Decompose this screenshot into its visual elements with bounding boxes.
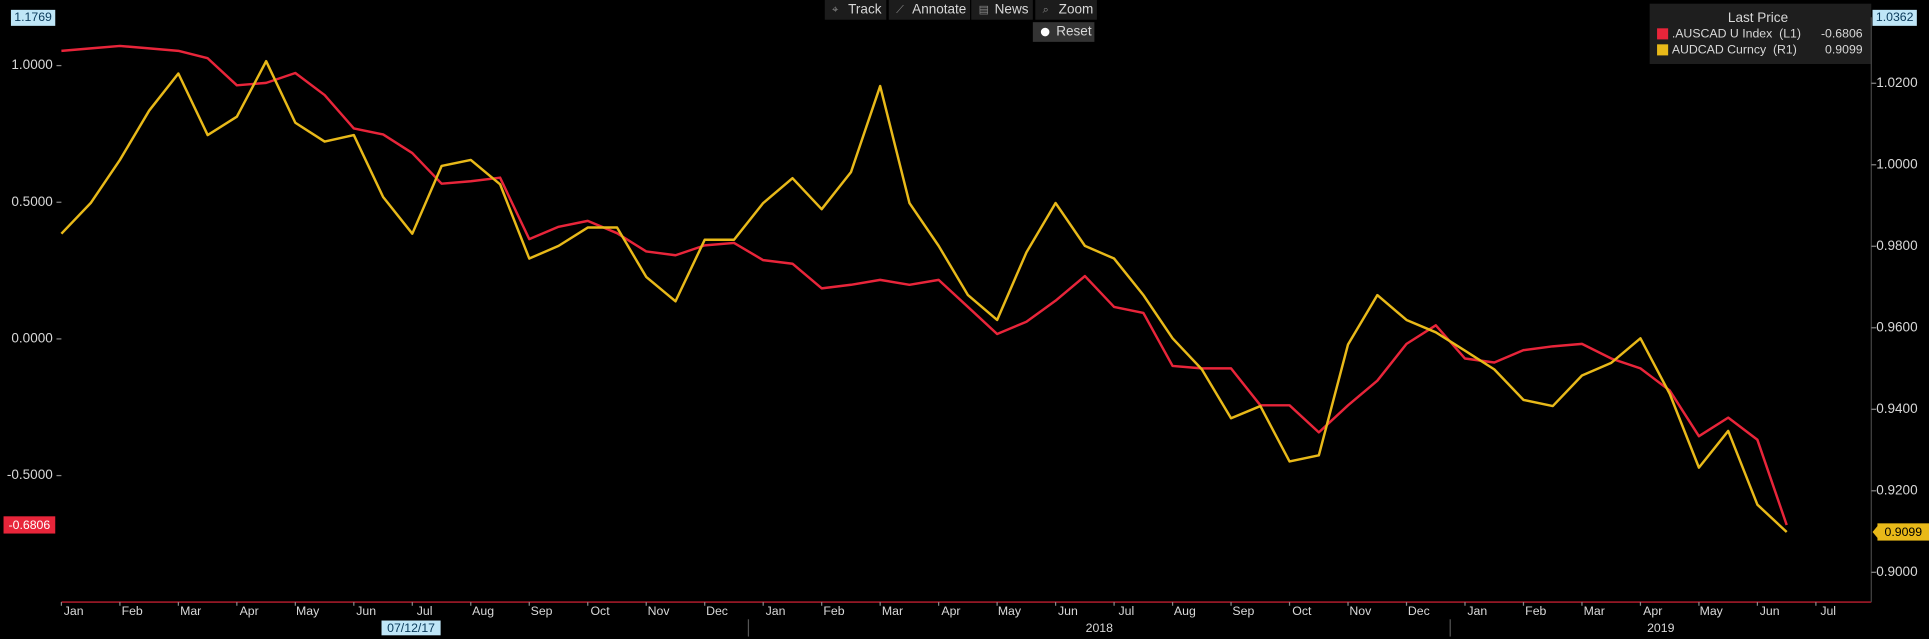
x-tick-label: Jun	[1058, 604, 1078, 618]
toolbar-label: Annotate	[912, 1, 966, 16]
x-tick-label: Aug	[1174, 604, 1196, 618]
crosshair-badge	[381, 620, 441, 636]
legend-label: .AUSCAD U Index (L1)	[1672, 27, 1801, 41]
last-value-label: 0.9099	[1884, 525, 1922, 539]
year-label: 2018	[1086, 621, 1114, 635]
x-tick-label: Dec	[706, 604, 728, 618]
toolbar-button[interactable]	[1032, 22, 1095, 42]
toolbar-label: News	[995, 1, 1029, 16]
x-tick-label: Mar	[180, 604, 201, 618]
x-tick-label: Nov	[648, 604, 671, 618]
y2-tick-label: 0.9200	[1876, 482, 1917, 497]
y-tick-label: -0.5000	[7, 467, 53, 482]
year-label: 2019	[1647, 621, 1675, 635]
toolbar-button[interactable]	[1035, 0, 1097, 20]
toolbar-icon: ⌕	[1043, 4, 1049, 16]
y2-tick-label: 1.0200	[1876, 75, 1917, 90]
legend-value: -0.6806	[1821, 27, 1863, 41]
x-tick-label: Jul	[1119, 604, 1135, 618]
x-tick-label: May	[296, 604, 320, 618]
x-tick-label: Oct	[590, 604, 610, 618]
x-tick-label: Dec	[1408, 604, 1430, 618]
last-value-badge	[3, 516, 56, 534]
x-tick-label: Jan	[766, 604, 786, 618]
legend-label: AUDCAD Curncy (R1)	[1672, 43, 1797, 57]
y-top-badge-label: 1.1769	[14, 10, 52, 24]
toolbar-label: Reset	[1056, 24, 1092, 39]
x-tick-label: Mar	[882, 604, 903, 618]
x-tick-label: Jul	[417, 604, 433, 618]
x-tick-label: Sep	[1232, 604, 1254, 618]
x-tick-label: Apr	[1643, 604, 1662, 618]
last-value-badge	[1877, 523, 1929, 541]
toolbar-icon: ⌖	[832, 4, 838, 16]
x-tick-label: Mar	[1584, 604, 1605, 618]
x-tick-label: Apr	[941, 604, 960, 618]
legend-title: Last Price	[1728, 10, 1788, 25]
crosshair-label: 07/12/17	[387, 621, 435, 635]
toolbar-button[interactable]	[971, 0, 1033, 20]
y2-top-badge-label: 1.0362	[1876, 10, 1914, 24]
x-tick-label: Aug	[472, 604, 494, 618]
legend-value: 0.9099	[1825, 43, 1863, 57]
last-value-label: -0.6806	[9, 518, 51, 532]
toolbar-icon: ▤	[979, 4, 989, 16]
series-line	[61, 44, 1788, 526]
x-tick-label: Sep	[531, 604, 553, 618]
reset-icon	[1040, 27, 1050, 37]
legend-box	[1649, 3, 1872, 65]
x-tick-label: Jan	[1467, 604, 1487, 618]
y2-tick-label: 1.0000	[1876, 156, 1917, 171]
toolbar-button[interactable]	[824, 0, 887, 20]
toolbar-button[interactable]	[888, 0, 971, 20]
y2-tick-label: 0.9000	[1876, 564, 1917, 579]
y-tick-label: 1.0000	[11, 57, 52, 72]
x-tick-label: May	[998, 604, 1022, 618]
x-tick-label: Feb	[122, 604, 143, 618]
last-value-arrow	[1872, 524, 1879, 540]
y2-tick-label: 0.9400	[1876, 401, 1917, 416]
x-tick-label: Feb	[1525, 604, 1546, 618]
x-tick-label: Apr	[240, 604, 259, 618]
x-tick-label: Oct	[1292, 604, 1312, 618]
x-tick-label: Nov	[1349, 604, 1372, 618]
x-tick-label: May	[1700, 604, 1724, 618]
x-tick-label: Feb	[823, 604, 844, 618]
legend-swatch	[1657, 28, 1669, 40]
toolbar-label: Track	[848, 1, 882, 16]
toolbar-icon: ⟋	[896, 4, 904, 16]
legend-swatch	[1657, 44, 1669, 56]
y2-tick-label: 0.9800	[1876, 238, 1917, 253]
y2-tick-label: 0.9600	[1876, 319, 1917, 334]
y2-top-badge	[1872, 9, 1917, 26]
x-tick-label: Jun	[356, 604, 376, 618]
y-tick-label: 0.5000	[11, 194, 52, 209]
toolbar-label: Zoom	[1059, 1, 1094, 16]
x-tick-label: Jun	[1760, 604, 1780, 618]
series-line	[60, 59, 1788, 533]
toolbar: ⌖ Track ⟋ Annotate ▤ News ⌕ Zoom Reset	[824, 0, 1097, 42]
x-tick-label: Jan	[64, 604, 84, 618]
x-tick-label: Jul	[1820, 604, 1836, 618]
y-top-badge	[10, 9, 56, 26]
background	[3, 0, 1926, 639]
y-tick-label: 0.0000	[11, 330, 52, 345]
